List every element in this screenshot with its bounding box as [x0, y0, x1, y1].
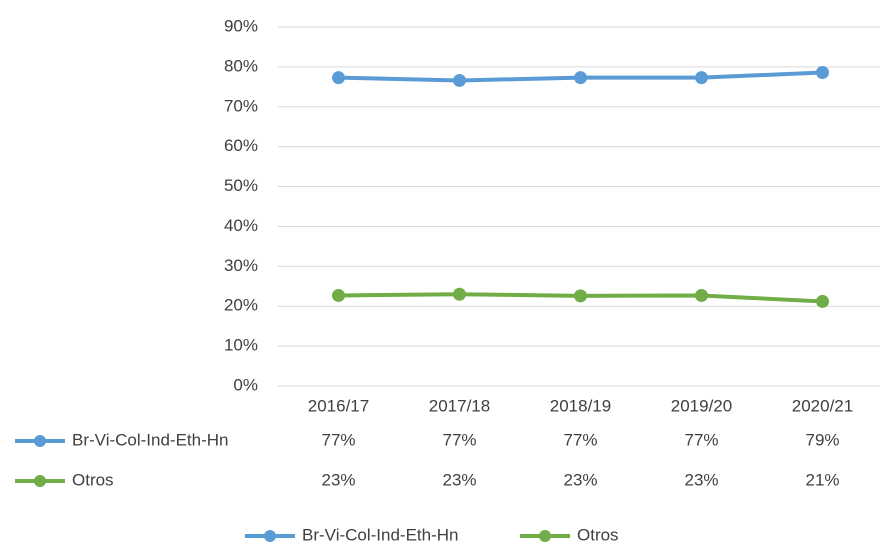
x-tick-label: 2016/17: [308, 396, 369, 415]
data-point: [574, 289, 587, 303]
table-value: 21%: [805, 470, 839, 489]
legend-label: Br-Vi-Col-Ind-Eth-Hn: [302, 525, 459, 544]
table-value: 23%: [684, 470, 718, 489]
table-legend-marker: [34, 475, 46, 487]
x-tick-label: 2019/20: [671, 396, 732, 415]
table-legend-label: Br-Vi-Col-Ind-Eth-Hn: [72, 430, 229, 449]
data-point: [816, 65, 829, 79]
table-value: 79%: [805, 430, 839, 449]
table-legend-marker: [34, 435, 46, 447]
data-point: [332, 71, 345, 85]
y-tick-label: 20%: [224, 296, 258, 315]
y-tick-label: 80%: [224, 56, 258, 75]
y-tick-label: 0%: [233, 375, 258, 394]
table-value: 77%: [684, 430, 718, 449]
data-point: [453, 287, 466, 301]
y-tick-label: 30%: [224, 256, 258, 275]
data-point: [816, 294, 829, 308]
y-tick-label: 90%: [224, 16, 258, 35]
data-point: [453, 73, 466, 87]
data-point: [695, 288, 708, 302]
data-point: [574, 71, 587, 85]
table-value: 77%: [442, 430, 476, 449]
y-tick-label: 60%: [224, 136, 258, 155]
table-value: 23%: [563, 470, 597, 489]
y-tick-label: 50%: [224, 176, 258, 195]
legend-marker: [264, 530, 276, 542]
table-legend-label: Otros: [72, 470, 114, 489]
legend-marker: [539, 530, 551, 542]
table-value: 77%: [321, 430, 355, 449]
y-tick-label: 70%: [224, 96, 258, 115]
data-point: [695, 71, 708, 85]
y-tick-label: 40%: [224, 216, 258, 235]
legend-label: Otros: [577, 525, 619, 544]
x-tick-label: 2020/21: [792, 396, 853, 415]
table-value: 77%: [563, 430, 597, 449]
table-value: 23%: [321, 470, 355, 489]
table-value: 23%: [442, 470, 476, 489]
x-tick-label: 2017/18: [429, 396, 490, 415]
y-tick-label: 10%: [224, 336, 258, 355]
data-point: [332, 288, 345, 302]
x-tick-label: 2018/19: [550, 396, 611, 415]
